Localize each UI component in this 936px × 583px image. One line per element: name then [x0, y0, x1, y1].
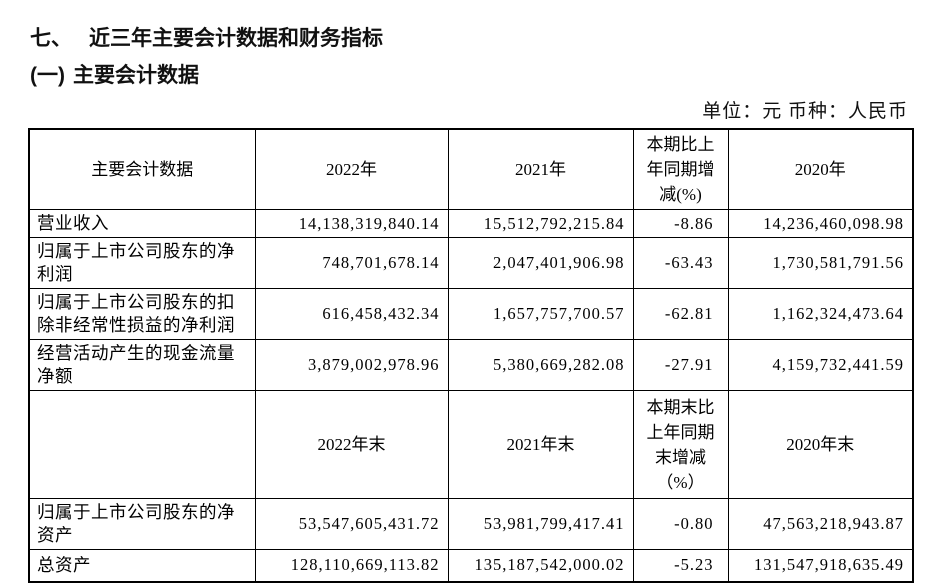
header-cell-change: 本期比上年同期增减(%): [632, 128, 729, 210]
value-2022: 53,547,605,431.72: [254, 498, 449, 550]
value-2020: 1,730,581,791.56: [727, 237, 914, 289]
value-2022: 14,138,319,840.14: [254, 209, 449, 238]
unit-note: 单位：元 币种：人民币: [702, 101, 908, 122]
value-2020: 47,563,218,943.87: [727, 498, 914, 550]
value-2021: 5,380,669,282.08: [447, 339, 634, 391]
value-2021: 53,981,799,417.41: [447, 498, 634, 550]
value-change: -63.43: [632, 237, 729, 289]
value-2021: 2,047,401,906.98: [447, 237, 634, 289]
value-2020: 4,159,732,441.59: [727, 339, 914, 391]
header-cell-2021-end: 2021年末: [447, 390, 634, 499]
table-row-total-assets: 总资产 128,110,669,113.82 135,187,542,000.0…: [28, 549, 914, 582]
header-cell-2020-end: 2020年末: [727, 390, 914, 499]
value-change: -27.91: [632, 339, 729, 391]
value-2022: 748,701,678.14: [254, 237, 449, 289]
table-row-net-profit-excl-nonrecurring: 归属于上市公司股东的扣除非经常性损益的净利润 616,458,432.34 1,…: [28, 288, 914, 340]
accounting-data-table: 主要会计数据 2022年 2021年 本期比上年同期增减(%) 2020年 营业…: [28, 128, 914, 583]
value-2022: 616,458,432.34: [254, 288, 449, 340]
row-label: 归属于上市公司股东的扣除非经常性损益的净利润: [28, 288, 256, 340]
header-cell-2021: 2021年: [447, 128, 634, 210]
table-header-row-end-of-period: 2022年末 2021年末 本期末比上年同期末增减（%） 2020年末: [28, 390, 914, 499]
header-cell-label-empty: [28, 390, 256, 499]
value-2021: 1,657,757,700.57: [447, 288, 634, 340]
row-label: 归属于上市公司股东的净利润: [28, 237, 256, 289]
value-2021: 15,512,792,215.84: [447, 209, 634, 238]
subsection-number: (一): [30, 64, 65, 87]
table-row-revenue: 营业收入 14,138,319,840.14 15,512,792,215.84…: [28, 209, 914, 238]
section-title: 七、 近三年主要会计数据和财务指标: [30, 22, 383, 52]
value-2020: 131,547,918,635.49: [727, 549, 914, 582]
value-2022: 3,879,002,978.96: [254, 339, 449, 391]
table-header-row-period: 主要会计数据 2022年 2021年 本期比上年同期增减(%) 2020年: [28, 128, 914, 210]
header-cell-2022-end: 2022年末: [254, 390, 449, 499]
section-number: 七、: [30, 27, 72, 50]
value-change: -0.80: [632, 498, 729, 550]
table-row-net-profit: 归属于上市公司股东的净利润 748,701,678.14 2,047,401,9…: [28, 237, 914, 289]
subsection-title-text: 主要会计数据: [73, 64, 199, 87]
row-label: 营业收入: [28, 209, 256, 238]
value-change: -8.86: [632, 209, 729, 238]
header-cell-label: 主要会计数据: [28, 128, 256, 210]
value-2020: 1,162,324,473.64: [727, 288, 914, 340]
value-2022: 128,110,669,113.82: [254, 549, 449, 582]
value-change: -5.23: [632, 549, 729, 582]
row-label: 归属于上市公司股东的净资产: [28, 498, 256, 550]
section-title-text: 近三年主要会计数据和财务指标: [89, 27, 383, 50]
row-label: 总资产: [28, 549, 256, 582]
header-cell-2022: 2022年: [254, 128, 449, 210]
row-label: 经营活动产生的现金流量净额: [28, 339, 256, 391]
header-cell-change-end: 本期末比上年同期末增减（%）: [632, 390, 729, 499]
value-change: -62.81: [632, 288, 729, 340]
value-2021: 135,187,542,000.02: [447, 549, 634, 582]
table-row-net-assets: 归属于上市公司股东的净资产 53,547,605,431.72 53,981,7…: [28, 498, 914, 550]
subsection-title: (一) 主要会计数据: [30, 59, 199, 89]
value-2020: 14,236,460,098.98: [727, 209, 914, 238]
table-row-operating-cash-flow: 经营活动产生的现金流量净额 3,879,002,978.96 5,380,669…: [28, 339, 914, 391]
header-cell-2020: 2020年: [727, 128, 914, 210]
